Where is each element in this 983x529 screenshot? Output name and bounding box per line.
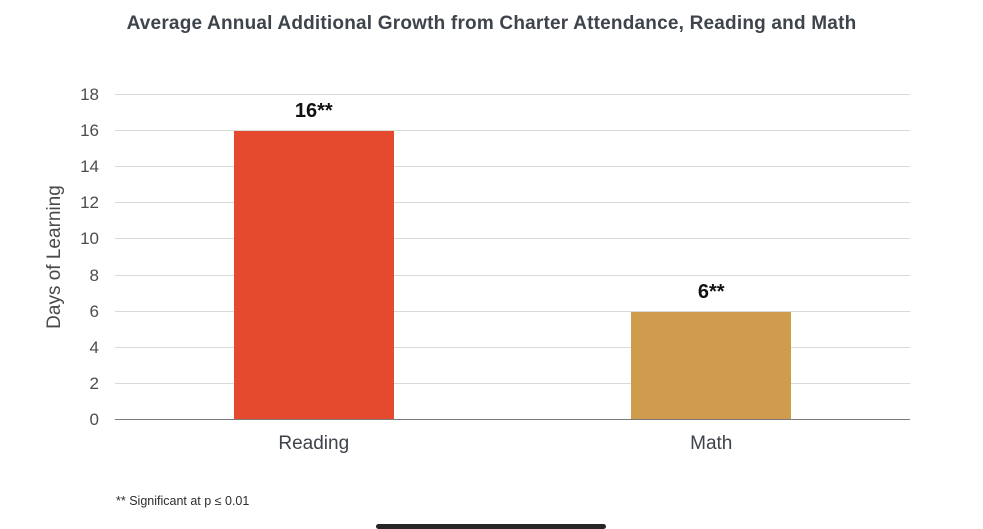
gridline — [115, 310, 910, 312]
gridline — [115, 202, 910, 204]
plot-area: 16** 6** — [115, 94, 910, 420]
x-category-label: Math — [690, 433, 733, 454]
bar-value-label: 6** — [697, 280, 725, 303]
x-axis-labels: Reading Math — [115, 433, 910, 459]
gridline — [115, 274, 910, 276]
bar-reading — [233, 131, 394, 420]
y-tick-label: 18 — [80, 85, 99, 104]
y-tick-label: 0 — [89, 410, 99, 429]
bar-math — [631, 311, 792, 420]
gridline — [115, 166, 910, 168]
chart-title: Average Annual Additional Growth from Ch… — [126, 13, 857, 34]
gridline — [115, 382, 910, 384]
x-axis-line — [115, 419, 910, 420]
y-tick-label: 6 — [89, 301, 99, 321]
y-tick-label: 4 — [89, 337, 99, 357]
x-category-label: Reading — [278, 433, 350, 454]
gridline — [115, 346, 910, 348]
y-tick-label: 16 — [80, 121, 99, 141]
gridline — [115, 94, 910, 95]
significance-footnote: ** Significant at p ≤ 0.01 — [116, 494, 250, 508]
y-axis: 0 2 4 6 8 10 12 14 16 18 — [0, 85, 105, 429]
gridline — [115, 238, 910, 240]
y-tick-label: 2 — [89, 373, 99, 393]
y-tick-label: 10 — [80, 229, 99, 249]
bar-value-label: 16** — [294, 100, 333, 123]
y-tick-label: 8 — [89, 265, 99, 285]
y-tick-label: 14 — [80, 157, 99, 177]
bottom-bar — [376, 524, 606, 529]
gridline — [115, 130, 910, 132]
y-tick-label: 12 — [80, 193, 99, 213]
